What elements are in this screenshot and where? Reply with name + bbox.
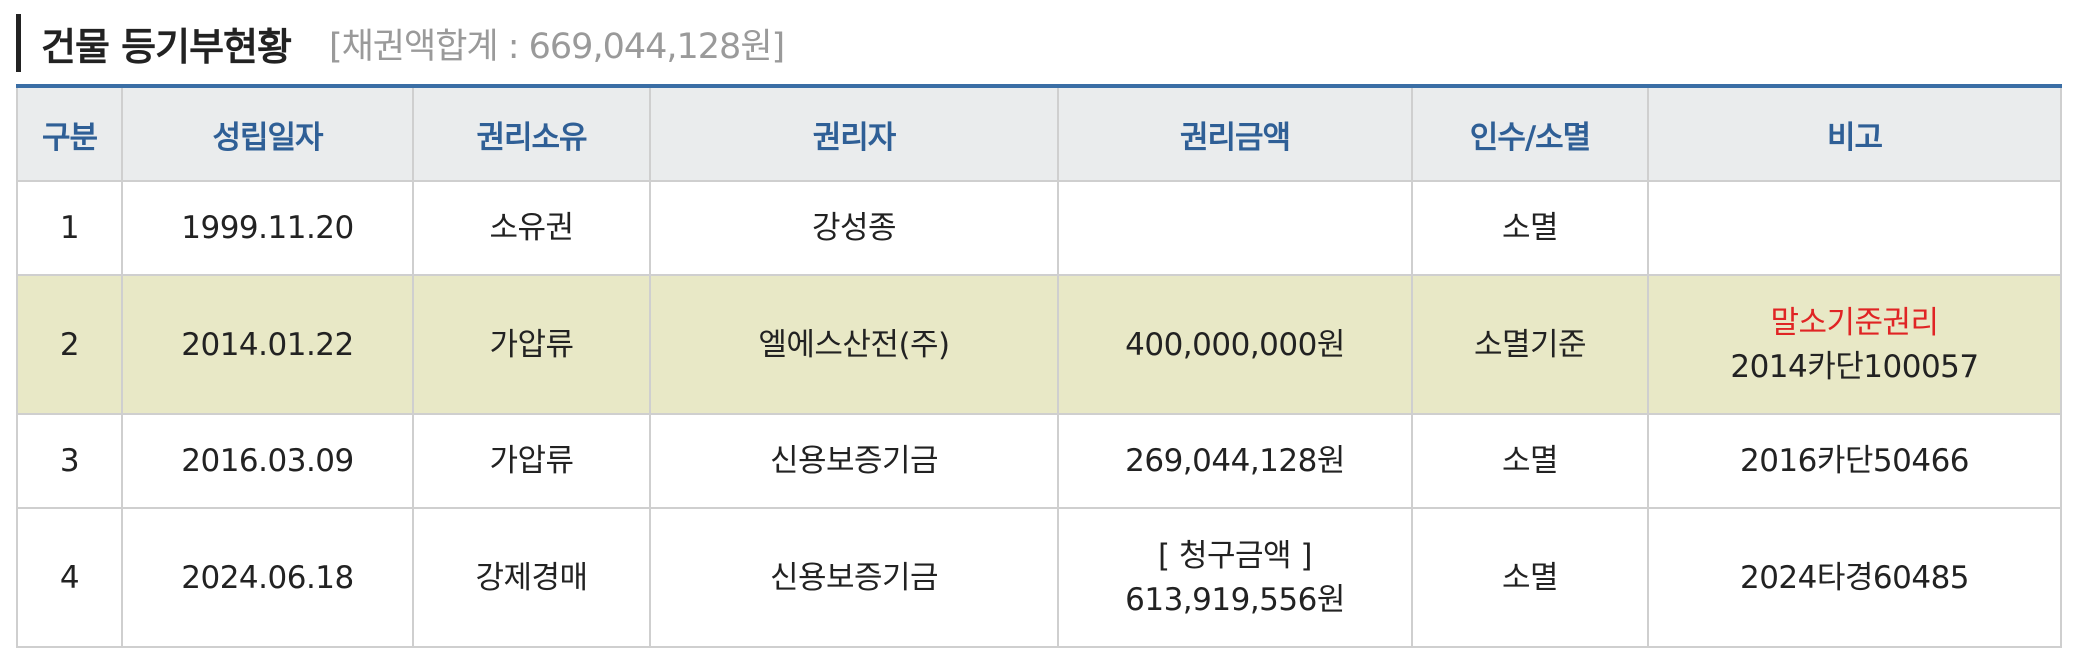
cell-date: 2016.03.09 — [121, 413, 414, 509]
claim-amount-value: 613,919,556원 — [1125, 581, 1345, 618]
cell-right-type: 강제경매 — [412, 507, 651, 648]
cell-no: 3 — [16, 413, 123, 509]
cell-status-baseline: 소멸기준 — [1411, 274, 1649, 415]
baseline-right-label: 말소기준권리 — [1770, 304, 1939, 341]
cell-holder: 신용보증기금 — [649, 413, 1059, 509]
case-number: 2014카단100057 — [1730, 348, 1979, 385]
column-header-right-type: 권리소유 — [412, 86, 651, 182]
column-header-no: 구분 — [16, 86, 123, 182]
table-row: 1 1999.11.20 소유권 강성종 소멸 — [16, 180, 2062, 276]
table-row-highlighted: 2 2014.01.22 가압류 엘에스산전(주) 400,000,000원 소… — [16, 274, 2062, 415]
cell-note: 말소기준권리 2014카단100057 — [1647, 274, 2062, 415]
column-header-date: 성립일자 — [121, 86, 414, 182]
column-header-note: 비고 — [1647, 86, 2062, 182]
cell-note: 2024타경60485 — [1647, 507, 2062, 648]
cell-no: 4 — [16, 507, 123, 648]
cell-status: 소멸 — [1411, 413, 1649, 509]
cell-right-type: 가압류 — [412, 413, 651, 509]
registry-table: 구분 성립일자 권리소유 권리자 권리금액 인수/소멸 비고 1 1999.11… — [16, 84, 2062, 648]
cell-status: 소멸 — [1411, 180, 1649, 276]
cell-status: 소멸 — [1411, 507, 1649, 648]
cell-amount — [1057, 180, 1413, 276]
cell-date: 1999.11.20 — [121, 180, 414, 276]
cell-no: 2 — [16, 274, 123, 415]
table-row: 4 2024.06.18 강제경매 신용보증기금 [ 청구금액 ] 613,91… — [16, 507, 2062, 648]
claim-total: [채권액합계 : 669,044,128원] — [328, 26, 785, 67]
cell-note: 2016카단50466 — [1647, 413, 2062, 509]
cell-holder: 엘에스산전(주) — [649, 274, 1059, 415]
cell-amount: 400,000,000원 — [1057, 274, 1413, 415]
section-header: 건물 등기부현황 [채권액합계 : 669,044,128원] — [16, 14, 785, 72]
cell-date: 2024.06.18 — [121, 507, 414, 648]
table-row: 3 2016.03.09 가압류 신용보증기금 269,044,128원 소멸 … — [16, 413, 2062, 509]
cell-note — [1647, 180, 2062, 276]
cell-amount: [ 청구금액 ] 613,919,556원 — [1057, 507, 1413, 648]
cell-right-type: 가압류 — [412, 274, 651, 415]
column-header-status: 인수/소멸 — [1411, 86, 1649, 182]
column-header-holder: 권리자 — [649, 86, 1059, 182]
table-header-row: 구분 성립일자 권리소유 권리자 권리금액 인수/소멸 비고 — [16, 86, 2062, 182]
cell-amount: 269,044,128원 — [1057, 413, 1413, 509]
cell-holder: 신용보증기금 — [649, 507, 1059, 648]
cell-date: 2014.01.22 — [121, 274, 414, 415]
section-title: 건물 등기부현황 — [41, 24, 292, 69]
column-header-amount: 권리금액 — [1057, 86, 1413, 182]
cell-no: 1 — [16, 180, 123, 276]
cell-right-type: 소유권 — [412, 180, 651, 276]
claim-amount-label: [ 청구금액 ] — [1158, 537, 1312, 574]
cell-holder: 강성종 — [649, 180, 1059, 276]
